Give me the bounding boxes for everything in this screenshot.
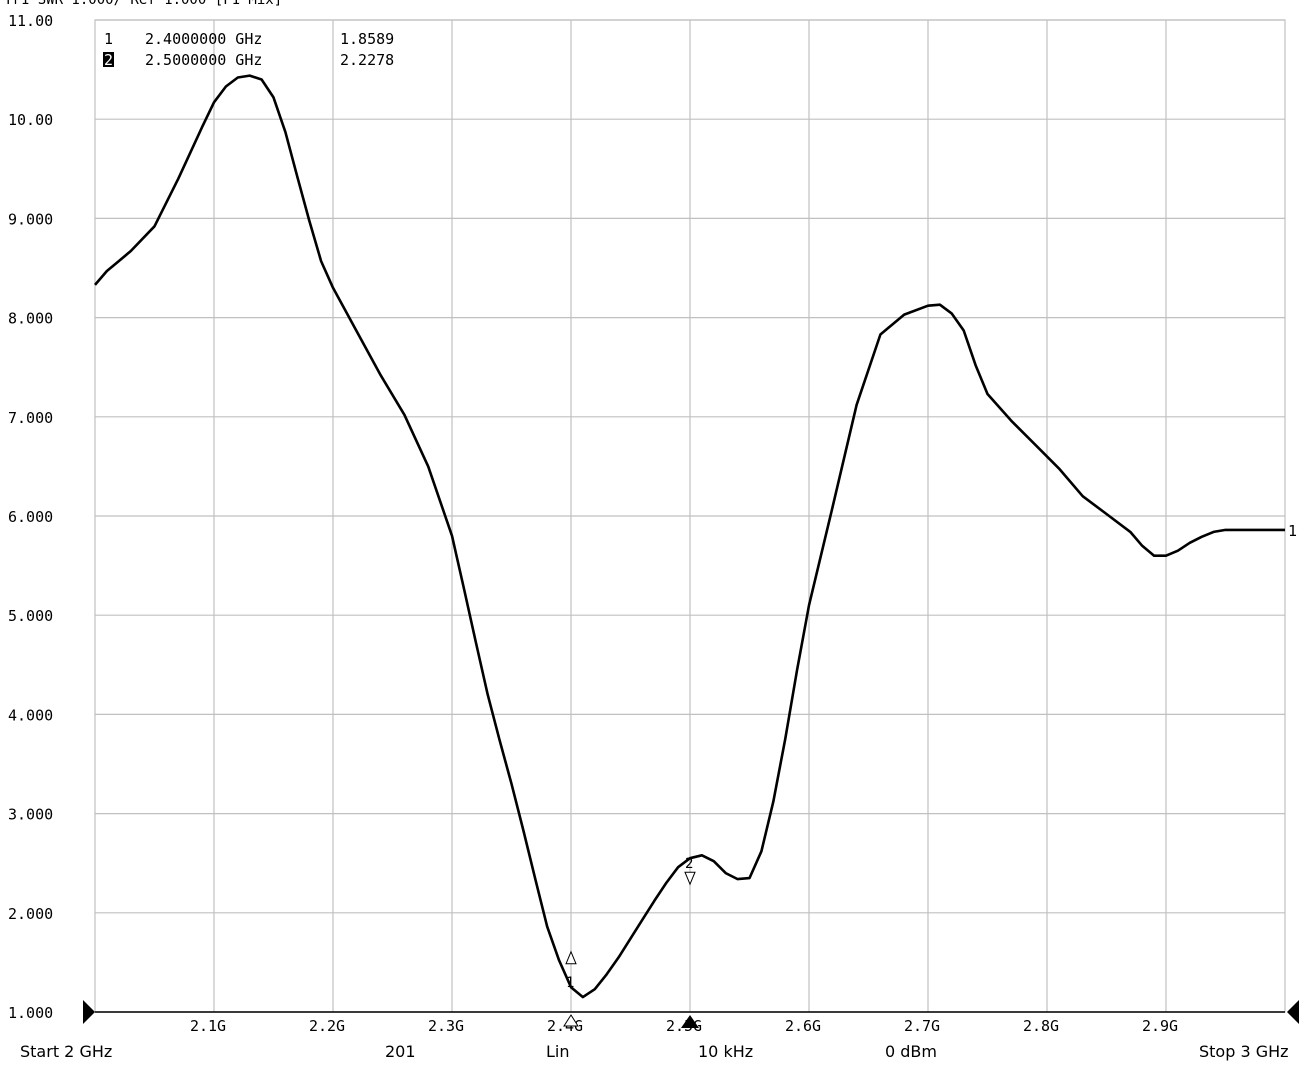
sweep-type[interactable]: Lin bbox=[546, 1042, 570, 1061]
marker-table-id: 2 bbox=[104, 51, 113, 69]
marker-2-triangle bbox=[684, 871, 696, 886]
if-bandwidth[interactable]: 10 kHz bbox=[698, 1042, 754, 1061]
marker-1-triangle bbox=[565, 950, 577, 965]
marker-table-highlight bbox=[103, 52, 114, 67]
axis-arrows bbox=[83, 1000, 1299, 1028]
trace-layer: 1 bbox=[94, 74, 1297, 999]
y-tick-label: 5.000 bbox=[8, 607, 53, 625]
marker-table-value: 2.2278 bbox=[340, 51, 394, 69]
marker-2-label: 2 bbox=[685, 856, 693, 872]
points-count[interactable]: 201 bbox=[385, 1042, 416, 1061]
y-tick-label: 11.00 bbox=[8, 12, 53, 30]
y-tick-label: 4.000 bbox=[8, 706, 53, 724]
marker-table-id: 1 bbox=[104, 30, 113, 48]
stop-frequency[interactable]: Stop 3 GHz bbox=[1199, 1042, 1289, 1061]
marker-table-freq: 2.4000000 GHz bbox=[145, 30, 262, 48]
start-frequency[interactable]: Start 2 GHz bbox=[20, 1042, 113, 1061]
stimulus-marker-2 bbox=[681, 1015, 699, 1028]
y-tick-label: 9.000 bbox=[8, 210, 53, 228]
chart-frame bbox=[94, 19, 1286, 1013]
y-tick-label: 1.000 bbox=[8, 1004, 53, 1022]
ref-right-arrow bbox=[1287, 1000, 1299, 1024]
stimulus-marker-1 bbox=[563, 1014, 579, 1027]
trace-title[interactable]: Tr1 SWR 1.000/ Ref 1.000 [F1 Mix] bbox=[4, 0, 283, 8]
x-tick-label: 2.8G bbox=[1023, 1017, 1059, 1035]
y-tick-label: 8.000 bbox=[8, 310, 53, 328]
x-tick-label: 2.9G bbox=[1142, 1017, 1178, 1035]
y-axis-labels: 11.00 10.00 9.000 8.000 7.000 6.000 5.000 4.000… bbox=[8, 12, 53, 1022]
x-tick-label: 2.6G bbox=[785, 1017, 821, 1035]
y-tick-label: 7.000 bbox=[8, 409, 53, 427]
x-tick-label: 2.1G bbox=[190, 1017, 226, 1035]
y-tick-label: 6.000 bbox=[8, 508, 53, 526]
x-tick-label: 2.3G bbox=[428, 1017, 464, 1035]
trace-end-label: 1 bbox=[1288, 522, 1297, 540]
marker-layer[interactable]: 12 bbox=[565, 856, 696, 991]
ref-left-arrow bbox=[83, 1000, 95, 1024]
x-tick-label: 2.2G bbox=[309, 1017, 345, 1035]
marker-table-freq: 2.5000000 GHz bbox=[145, 51, 262, 69]
power-level[interactable]: 0 dBm bbox=[885, 1042, 937, 1061]
y-tick-label: 10.00 bbox=[8, 111, 53, 129]
x-tick-label: 2.7G bbox=[904, 1017, 940, 1035]
marker-1-label: 1 bbox=[566, 975, 574, 991]
y-tick-label: 2.000 bbox=[8, 905, 53, 923]
x-axis-labels: 2.1G2.2G2.3G2.4G2.5G2.6G2.7G2.8G2.9G bbox=[190, 1017, 1178, 1035]
y-tick-label: 3.000 bbox=[8, 806, 53, 824]
marker-table: 1 2.4000000 GHz 1.8589 2 2.5000000 GHz 2.2278 bbox=[103, 30, 394, 69]
swr-trace bbox=[94, 74, 1285, 999]
marker-table-value: 1.8589 bbox=[340, 30, 394, 48]
